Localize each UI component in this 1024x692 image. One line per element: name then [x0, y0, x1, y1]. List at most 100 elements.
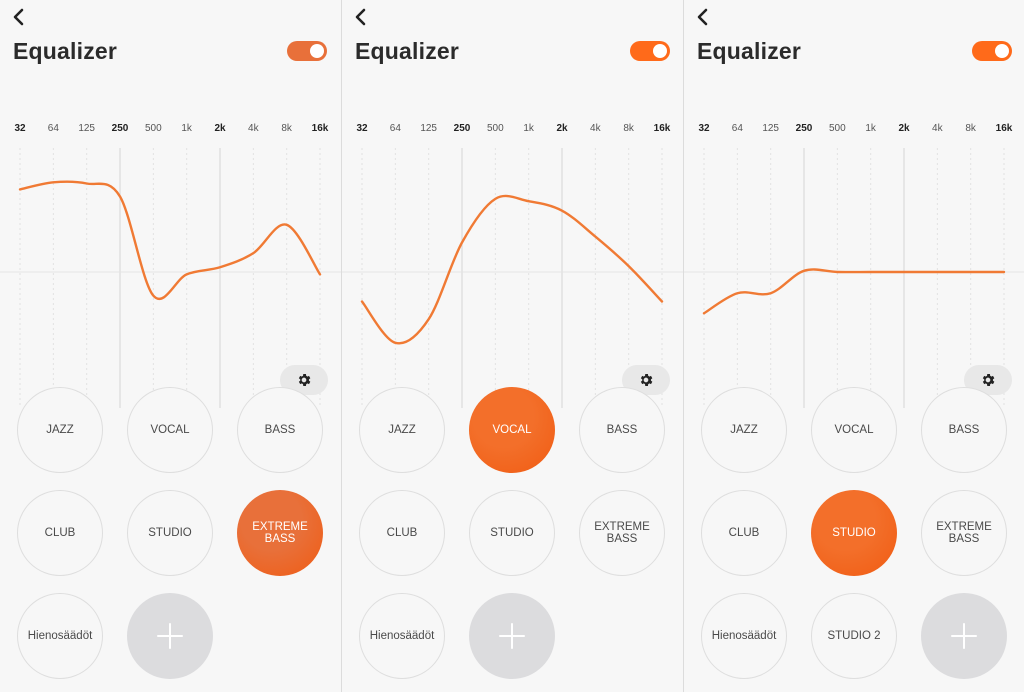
preset-club[interactable]: CLUB — [17, 490, 103, 576]
frequency-label-4k: 4k — [590, 123, 601, 134]
preset-label: BASS — [948, 424, 980, 436]
equalizer-toggle[interactable] — [287, 41, 327, 61]
preset-label: STUDIO 2 — [827, 630, 881, 642]
frequency-labels: 32 64 125 250 500 1k 2k 4k 8k 16k — [0, 123, 341, 139]
preset-studio[interactable]: STUDIO — [469, 490, 555, 576]
preset-jazz[interactable]: JAZZ — [359, 387, 445, 473]
preset-label: JAZZ — [730, 424, 758, 436]
frequency-label-32: 32 — [356, 123, 368, 134]
equalizer-toggle[interactable] — [630, 41, 670, 61]
preset-extreme-bass[interactable]: EXTREME BASS — [579, 490, 665, 576]
toggle-knob — [995, 44, 1009, 58]
gear-icon — [640, 374, 653, 386]
back-arrow-icon[interactable] — [693, 6, 715, 28]
preset-label: BASS — [264, 424, 296, 436]
eq-curve-line — [360, 194, 664, 345]
preset-label: Hienosäädöt — [711, 630, 777, 642]
preset-vocal[interactable]: VOCAL — [811, 387, 897, 473]
preset-label: Hienosäädöt — [27, 630, 93, 642]
preset-label: EXTREME BASS — [936, 521, 992, 545]
frequency-label-1k: 1k — [523, 123, 534, 134]
preset-bass[interactable]: BASS — [579, 387, 665, 473]
frequency-label-500: 500 — [486, 123, 504, 134]
preset-vocal[interactable]: VOCAL — [127, 387, 213, 473]
add-preset-button[interactable] — [469, 593, 555, 679]
settings-button[interactable] — [622, 365, 670, 395]
gear-icon — [298, 374, 311, 386]
frequency-label-500: 500 — [144, 123, 162, 134]
frequency-labels: 32 64 125 250 500 1k 2k 4k 8k 16k — [684, 123, 1024, 139]
page-title: Equalizer — [697, 38, 802, 64]
preset-label: STUDIO — [148, 527, 192, 539]
preset-label: VOCAL — [834, 424, 874, 436]
frequency-label-125: 125 — [78, 123, 95, 134]
eq-curve-graph[interactable] — [342, 148, 683, 408]
equalizer-toggle[interactable] — [972, 41, 1012, 61]
frequency-label-16k: 16k — [995, 123, 1013, 134]
preset-studio[interactable]: STUDIO — [127, 490, 213, 576]
preset-jazz[interactable]: JAZZ — [17, 387, 103, 473]
preset-label: JAZZ — [388, 424, 416, 436]
eq-curve-graph[interactable] — [684, 148, 1024, 408]
preset-label: VOCAL — [150, 424, 190, 436]
frequency-label-64: 64 — [731, 123, 743, 134]
preset-label: JAZZ — [46, 424, 74, 436]
frequency-label-1k: 1k — [865, 123, 876, 134]
preset-label: EXTREME BASS — [594, 521, 650, 545]
eq-curve-graph[interactable] — [0, 148, 341, 408]
plus-icon — [499, 623, 525, 649]
frequency-label-500: 500 — [828, 123, 846, 134]
preset-hienosäädöt[interactable]: Hienosäädöt — [701, 593, 787, 679]
equalizer-panel-2: Equalizer 32 64 125 250 500 1k 2k 4k 8k 16k JAZZ VOC… — [342, 0, 683, 692]
frequency-label-2k: 2k — [556, 123, 568, 134]
preset-label: Hienosäädöt — [369, 630, 435, 642]
preset-label: BASS — [606, 424, 638, 436]
frequency-label-2k: 2k — [898, 123, 910, 134]
frequency-label-125: 125 — [762, 123, 779, 134]
preset-club[interactable]: CLUB — [359, 490, 445, 576]
preset-label: CLUB — [386, 527, 418, 539]
equalizer-panel-3: Equalizer 32 64 125 250 500 1k 2k 4k 8k 16k JAZZ VOC… — [684, 0, 1024, 692]
plus-icon — [951, 623, 977, 649]
add-preset-button[interactable] — [921, 593, 1007, 679]
frequency-label-64: 64 — [389, 123, 401, 134]
preset-bass[interactable]: BASS — [921, 387, 1007, 473]
frequency-label-1k: 1k — [181, 123, 192, 134]
frequency-label-8k: 8k — [281, 123, 292, 134]
frequency-label-4k: 4k — [932, 123, 943, 134]
preset-label: EXTREME BASS — [252, 521, 308, 545]
preset-extreme-bass[interactable]: EXTREME BASS — [237, 490, 323, 576]
frequency-label-64: 64 — [47, 123, 59, 134]
frequency-label-16k: 16k — [311, 123, 329, 134]
preset-label: CLUB — [44, 527, 76, 539]
preset-studio[interactable]: STUDIO — [811, 490, 897, 576]
frequency-label-32: 32 — [14, 123, 26, 134]
toggle-knob — [310, 44, 324, 58]
back-arrow-icon[interactable] — [351, 6, 373, 28]
frequency-label-125: 125 — [420, 123, 437, 134]
add-preset-button[interactable] — [127, 593, 213, 679]
preset-extreme-bass[interactable]: EXTREME BASS — [921, 490, 1007, 576]
frequency-label-32: 32 — [698, 123, 710, 134]
equalizer-panel-1: Equalizer 32 64 125 250 500 1k 2k 4k 8k 16k JAZZ VOC… — [0, 0, 341, 692]
preset-studio-2[interactable]: STUDIO 2 — [811, 593, 897, 679]
frequency-labels: 32 64 125 250 500 1k 2k 4k 8k 16k — [342, 123, 683, 139]
preset-hienosäädöt[interactable]: Hienosäädöt — [359, 593, 445, 679]
frequency-label-2k: 2k — [214, 123, 226, 134]
frequency-label-8k: 8k — [623, 123, 634, 134]
preset-label: STUDIO — [490, 527, 534, 539]
eq-curve-line — [702, 268, 1006, 315]
preset-bass[interactable]: BASS — [237, 387, 323, 473]
back-arrow-icon[interactable] — [9, 6, 31, 28]
preset-hienosäädöt[interactable]: Hienosäädöt — [17, 593, 103, 679]
frequency-label-16k: 16k — [653, 123, 671, 134]
preset-label: VOCAL — [492, 424, 532, 436]
preset-vocal[interactable]: VOCAL — [469, 387, 555, 473]
page-title: Equalizer — [13, 38, 118, 64]
toggle-knob — [653, 44, 667, 58]
preset-club[interactable]: CLUB — [701, 490, 787, 576]
preset-label: STUDIO — [832, 527, 876, 539]
preset-jazz[interactable]: JAZZ — [701, 387, 787, 473]
preset-label: CLUB — [728, 527, 760, 539]
frequency-label-250: 250 — [453, 123, 471, 134]
